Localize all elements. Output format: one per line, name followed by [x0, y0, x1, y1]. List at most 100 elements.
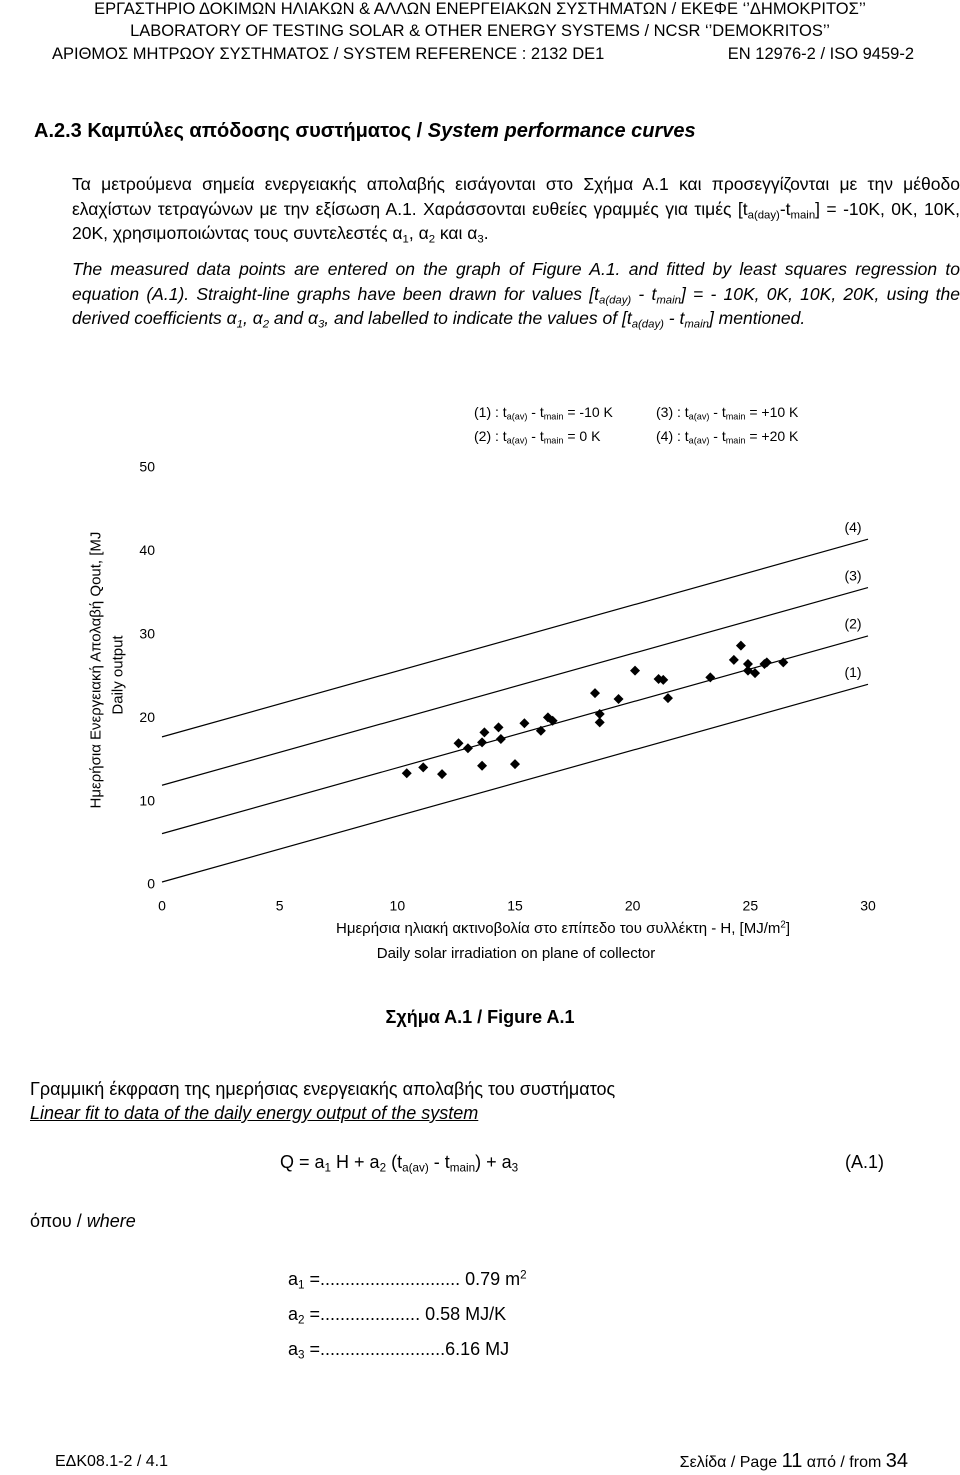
- subscript: 2: [780, 919, 786, 931]
- x-tick-label: 30: [860, 898, 876, 914]
- subscript: 1: [402, 233, 409, 246]
- data-point: [547, 715, 558, 726]
- x-axis-label: Daily solar irradiation on plane of coll…: [376, 945, 656, 962]
- text-run: = +10 K: [745, 404, 799, 420]
- data-point: [594, 717, 605, 728]
- text-run: Ημερήσια ηλιακή ακτινοβολία στο επίπεδο …: [336, 920, 781, 937]
- data-point: [535, 725, 546, 736]
- coefficient-value: =............................ 0.79 m: [304, 1269, 521, 1289]
- subscript: main: [725, 411, 746, 422]
- coefficient: a3 =.........................6.16 MJ: [288, 1332, 527, 1367]
- subscript: a(av): [402, 1161, 429, 1175]
- data-point: [418, 762, 429, 773]
- data-point: [437, 769, 448, 780]
- y-axis-label: Ημερήσια Ενεργειακή Απολαβή Qout, [MJ: [87, 531, 105, 809]
- subscript: a(av): [688, 435, 710, 446]
- x-tick-label: 20: [625, 898, 641, 914]
- text-run: , α: [408, 223, 429, 243]
- text-run: = 0 K: [563, 428, 601, 444]
- fit-line: [161, 538, 869, 738]
- subscript: main: [543, 411, 564, 422]
- text-run: ) + a: [475, 1152, 512, 1172]
- data-point: [761, 657, 772, 668]
- data-point: [477, 737, 488, 748]
- text-run: .: [483, 223, 489, 243]
- legend: (1) : ta(av) - tmain = -10 K (3) : ta(av)…: [474, 404, 836, 446]
- data-point: [495, 734, 506, 745]
- section-title-en: System performance curves: [427, 120, 696, 142]
- page-text: Σελίδα / Page: [679, 1454, 782, 1471]
- standard: EN 12976-2 / ISO 9459-2: [727, 45, 914, 63]
- text-run: και α: [435, 223, 478, 243]
- data-point: [662, 693, 673, 704]
- coefficient-symbol: a: [288, 1269, 299, 1289]
- legend-entry: (3) : ta(av) - tmain = +10 K: [656, 404, 836, 422]
- data-point: [401, 768, 412, 779]
- legend-entry: (4) : ta(av) - tmain = +20 K: [656, 428, 836, 446]
- line-label: (1): [844, 664, 861, 680]
- subscript: 3: [317, 318, 325, 331]
- subscript: a(day): [631, 318, 664, 331]
- text-run: - t: [631, 283, 657, 304]
- paragraph-gr: Τα μετρούμενα σημεία ενεργειακής απολαβή…: [72, 172, 960, 246]
- text-run: Q = a: [280, 1152, 325, 1172]
- y-tick-label: 40: [139, 542, 155, 558]
- page-total: 34: [885, 1450, 908, 1472]
- legend-entry: (2) : ta(av) - tmain = 0 K: [474, 428, 656, 445]
- line-label: (3): [844, 567, 861, 583]
- where-en: where: [86, 1211, 136, 1231]
- text-run: (1) : t: [474, 404, 507, 420]
- data-point: [728, 654, 739, 665]
- header-line: LABORATORY OF TESTING SOLAR & OTHER ENER…: [130, 22, 830, 40]
- text-run: = -10 K: [563, 404, 613, 420]
- fit-line: [161, 683, 869, 883]
- data-point: [479, 727, 490, 738]
- footer-code: ΕΔΚ08.1-2 / 4.1: [55, 1453, 168, 1470]
- fit-title: Γραμμική έκφραση της ημερήσιας ενεργειακ…: [30, 1079, 616, 1099]
- coefficient-value: =.................... 0.58 MJ/K: [304, 1304, 507, 1324]
- text-run: = +20 K: [745, 428, 799, 444]
- system-reference: ΑΡΙΘΜΟΣ ΜΗΤΡΩΟΥ ΣΥΣΤΗΜΑΤΟΣ / SYSTEM REFE…: [52, 45, 605, 63]
- text-run: - t: [527, 428, 544, 444]
- y-tick-label: 30: [139, 626, 155, 642]
- page-current: 11: [781, 1450, 803, 1472]
- subscript: a(day): [747, 208, 780, 221]
- text-run: (t: [386, 1152, 403, 1172]
- x-axis-label: Ημερήσια ηλιακή ακτινοβολία στο επίπεδο …: [336, 920, 790, 937]
- data-point: [462, 743, 473, 754]
- text-run: H + a: [331, 1152, 380, 1172]
- subscript: main: [725, 435, 746, 446]
- x-tick-label: 10: [390, 898, 406, 914]
- figure-caption: Σχήμα Α.1 / Figure A.1: [385, 1007, 575, 1027]
- text-run: ]: [785, 920, 790, 937]
- subscript: a(day): [599, 293, 632, 306]
- text-run: Τα μετρούμενα σημεία ενεργειακής απολαβή…: [72, 174, 960, 219]
- text-run: ] = -10K, 0K, 10K, 20K, χρησιμοποιώντας …: [72, 198, 960, 244]
- data-point: [510, 759, 520, 770]
- coefficients: a1 =............................ 0.79 m2…: [288, 1262, 527, 1367]
- data-point: [705, 672, 716, 683]
- text-run: The measured data points are entered on …: [72, 259, 960, 304]
- text-run: (3) : t: [656, 404, 689, 420]
- text-run: ] mentioned.: [708, 308, 806, 328]
- text-run: , and labelled to indicate the values of…: [324, 308, 632, 328]
- text-run: - t: [663, 308, 685, 328]
- page-text: από / from: [802, 1454, 886, 1471]
- coefficient: a2 =.................... 0.58 MJ/K: [288, 1297, 527, 1332]
- text-run: -t: [779, 198, 791, 219]
- text-run: and α: [269, 308, 318, 328]
- y-axis-label: Daily output: [109, 635, 127, 715]
- data-point: [613, 694, 624, 705]
- data-point: [735, 640, 746, 651]
- data-point: [750, 668, 761, 679]
- coefficient: a1 =............................ 0.79 m2: [288, 1262, 527, 1297]
- coefficient-symbol: a: [288, 1304, 299, 1324]
- text-run: - t: [709, 404, 726, 420]
- page-number: Σελίδα / Page 11 από / from 34: [680, 1450, 908, 1473]
- x-tick-label: 25: [743, 898, 759, 914]
- subscript: a(av): [688, 411, 710, 422]
- data-point: [630, 665, 641, 676]
- section-title-gr: A.2.3 Καμπύλες απόδοσης συστήματος /: [34, 120, 428, 142]
- subscript: main: [790, 208, 816, 221]
